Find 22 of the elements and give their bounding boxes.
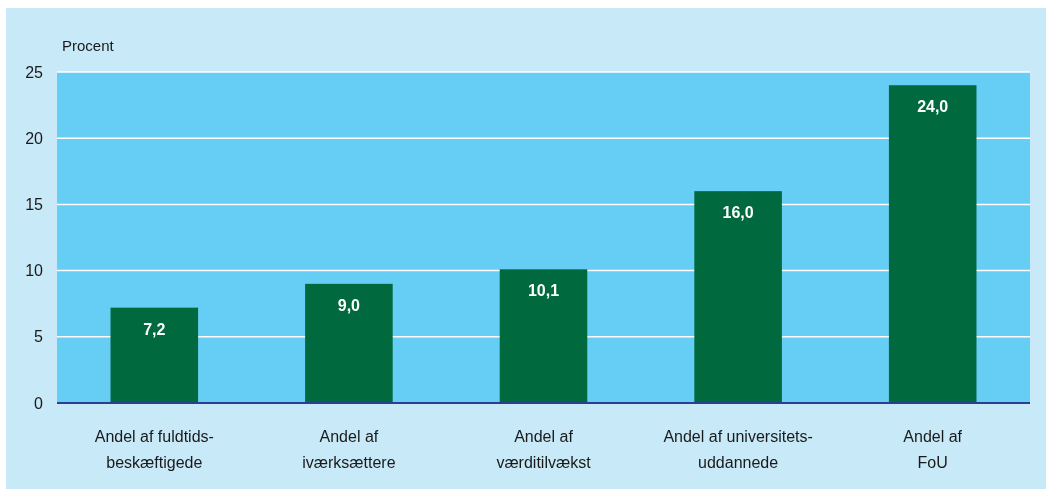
data-label: 16,0 — [722, 204, 754, 222]
x-tick-label: Andel af FoU — [903, 428, 963, 471]
y-tick-label: 20 — [25, 129, 44, 147]
bar — [694, 191, 782, 403]
y-tick-label: 5 — [34, 328, 44, 346]
y-axis-title: Procent — [62, 37, 115, 54]
x-tick-label: Andel af fuldtids- beskæftigede — [94, 428, 214, 471]
x-tick-label: Andel af værditilvækst — [496, 428, 592, 471]
y-tick-label: 0 — [34, 394, 44, 412]
x-tick-label: Andel af universitets- uddannede — [663, 428, 813, 471]
data-label: 24,0 — [917, 98, 949, 116]
bar — [499, 269, 588, 403]
x-tick-label: Andel af iværksættere — [302, 428, 396, 471]
data-label: 7,2 — [143, 320, 166, 338]
y-tick-label: 10 — [25, 262, 44, 280]
y-tick-label: 15 — [25, 196, 44, 213]
bar — [888, 85, 977, 403]
data-label: 10,1 — [527, 282, 560, 300]
data-label: 9,0 — [337, 296, 361, 314]
y-tick-label: 25 — [25, 63, 44, 81]
bar — [305, 283, 393, 403]
bar — [110, 307, 199, 403]
